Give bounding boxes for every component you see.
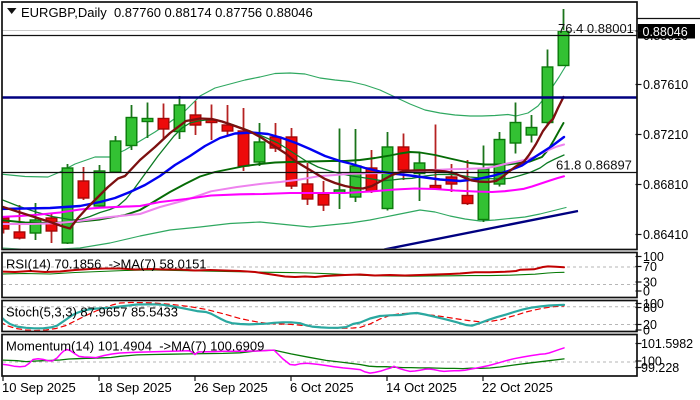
svg-text:100: 100 bbox=[643, 297, 664, 311]
svg-text:14 Oct 2025: 14 Oct 2025 bbox=[386, 380, 457, 395]
svg-text:0.87210: 0.87210 bbox=[643, 128, 688, 142]
svg-text:0.88046: 0.88046 bbox=[643, 25, 688, 39]
svg-text:Momentum(14) 101.4904 ->MA(7): Momentum(14) 101.4904 ->MA(7) 100.6909 bbox=[6, 339, 264, 354]
svg-text:99.228: 99.228 bbox=[641, 361, 679, 375]
svg-text:26 Sep 2025: 26 Sep 2025 bbox=[194, 380, 268, 395]
svg-text:RSI(14) 70.1856 ->MA(7) 58.01: RSI(14) 70.1856 ->MA(7) 58.0151 bbox=[6, 257, 207, 272]
svg-text:70: 70 bbox=[643, 260, 657, 274]
svg-text:0.86810: 0.86810 bbox=[643, 178, 688, 192]
svg-text:76.4 0.88001: 76.4 0.88001 bbox=[558, 21, 634, 36]
svg-text:Stoch(5,3,3) 87.9657 85.5433: Stoch(5,3,3) 87.9657 85.5433 bbox=[6, 305, 178, 320]
svg-text:61.8 0.86897: 61.8 0.86897 bbox=[556, 158, 632, 173]
svg-text:10 Sep 2025: 10 Sep 2025 bbox=[2, 380, 76, 395]
svg-text:100: 100 bbox=[643, 250, 664, 264]
svg-text:0: 0 bbox=[643, 285, 650, 299]
svg-text:18 Sep 2025: 18 Sep 2025 bbox=[98, 380, 172, 395]
svg-text:30: 30 bbox=[643, 276, 657, 290]
svg-text:0: 0 bbox=[643, 324, 650, 338]
svg-text:101.5982: 101.5982 bbox=[641, 337, 693, 351]
svg-text:22 Oct 2025: 22 Oct 2025 bbox=[482, 380, 553, 395]
svg-text:6 Oct 2025: 6 Oct 2025 bbox=[290, 380, 354, 395]
svg-text:80: 80 bbox=[643, 301, 657, 315]
svg-text:100: 100 bbox=[641, 355, 662, 369]
svg-text:0.86410: 0.86410 bbox=[643, 228, 688, 242]
svg-text:0.87610: 0.87610 bbox=[643, 78, 688, 92]
svg-text:20: 20 bbox=[643, 318, 657, 332]
svg-text:EURGBP,Daily 0.87760 0.88174: EURGBP,Daily 0.87760 0.88174 0.87756 0.8… bbox=[21, 5, 313, 20]
